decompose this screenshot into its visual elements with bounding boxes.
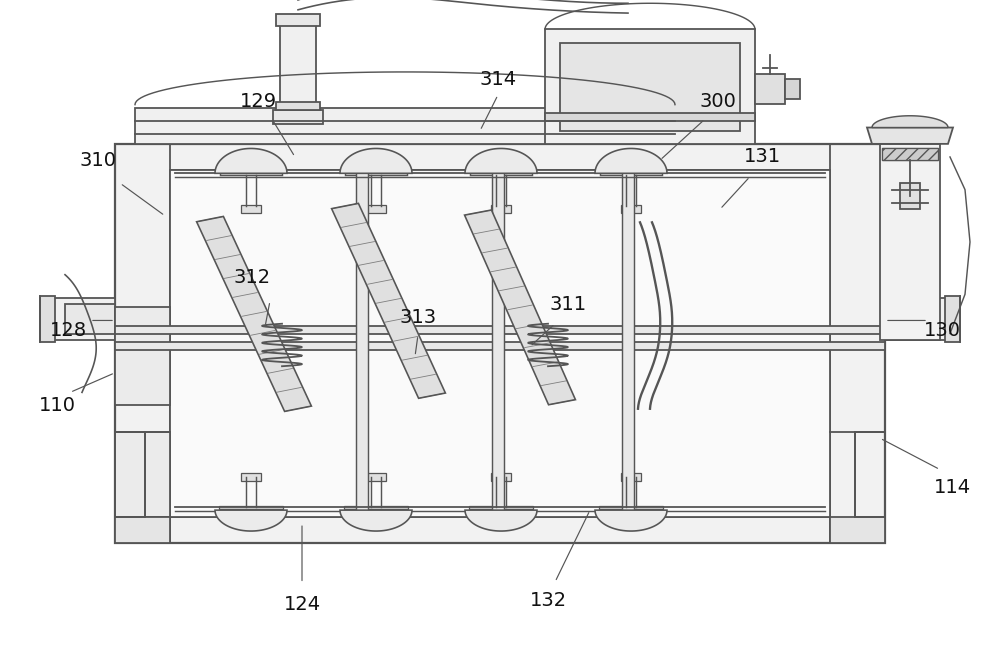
- Polygon shape: [215, 510, 287, 531]
- Bar: [600, 170, 662, 175]
- Bar: [115, 517, 885, 543]
- Bar: [280, 20, 316, 118]
- Polygon shape: [867, 128, 953, 144]
- Bar: [880, 144, 940, 340]
- Polygon shape: [465, 510, 537, 531]
- Bar: [115, 342, 885, 350]
- Bar: [170, 170, 830, 517]
- Bar: [50, 298, 115, 340]
- Bar: [219, 167, 283, 171]
- Polygon shape: [872, 116, 948, 128]
- Polygon shape: [332, 203, 445, 398]
- Polygon shape: [595, 510, 667, 531]
- Bar: [115, 307, 170, 405]
- Bar: [885, 304, 935, 334]
- Bar: [621, 205, 641, 213]
- Bar: [241, 205, 261, 213]
- Bar: [545, 113, 755, 121]
- Bar: [600, 507, 662, 512]
- Bar: [115, 144, 170, 543]
- Bar: [40, 296, 55, 342]
- Bar: [491, 205, 511, 213]
- Bar: [220, 170, 282, 175]
- Bar: [276, 14, 320, 26]
- Bar: [599, 506, 663, 509]
- Bar: [345, 170, 407, 175]
- Bar: [356, 170, 368, 517]
- Bar: [65, 304, 115, 334]
- Bar: [755, 75, 785, 104]
- Bar: [830, 517, 885, 543]
- Polygon shape: [197, 216, 311, 411]
- Bar: [115, 144, 885, 170]
- Bar: [622, 170, 634, 517]
- Bar: [366, 205, 386, 213]
- Bar: [470, 170, 532, 175]
- Text: 124: 124: [283, 595, 321, 615]
- Text: 132: 132: [529, 591, 567, 610]
- Polygon shape: [595, 148, 667, 173]
- Bar: [115, 517, 170, 543]
- Bar: [830, 144, 885, 543]
- Text: 131: 131: [743, 147, 781, 167]
- Bar: [115, 326, 885, 334]
- Bar: [115, 144, 885, 543]
- Polygon shape: [465, 210, 575, 405]
- Bar: [344, 506, 408, 509]
- Text: 114: 114: [933, 477, 971, 497]
- Bar: [599, 167, 663, 171]
- Text: 128: 128: [49, 320, 87, 340]
- Bar: [135, 108, 675, 144]
- Bar: [560, 43, 740, 131]
- Bar: [882, 148, 938, 160]
- Bar: [345, 507, 407, 512]
- Text: 314: 314: [479, 70, 517, 90]
- Bar: [491, 473, 511, 481]
- Bar: [545, 29, 755, 144]
- Bar: [855, 432, 885, 517]
- Text: 129: 129: [239, 92, 277, 111]
- Bar: [276, 102, 320, 110]
- Bar: [945, 296, 960, 342]
- Bar: [219, 506, 283, 509]
- Bar: [220, 507, 282, 512]
- Bar: [115, 432, 170, 517]
- Text: 311: 311: [549, 294, 587, 314]
- Text: 310: 310: [80, 150, 116, 170]
- Text: 110: 110: [38, 396, 76, 415]
- Bar: [882, 148, 938, 160]
- Bar: [273, 110, 323, 124]
- Bar: [241, 473, 261, 481]
- Bar: [115, 432, 145, 517]
- Polygon shape: [465, 148, 537, 173]
- Bar: [900, 183, 920, 209]
- Text: 130: 130: [924, 320, 960, 340]
- Text: 312: 312: [233, 268, 271, 288]
- Bar: [492, 170, 504, 517]
- Polygon shape: [215, 148, 287, 173]
- Bar: [469, 167, 533, 171]
- Polygon shape: [340, 148, 412, 173]
- Bar: [785, 79, 800, 99]
- Text: 300: 300: [700, 92, 736, 111]
- Bar: [469, 506, 533, 509]
- Polygon shape: [340, 510, 412, 531]
- Bar: [621, 473, 641, 481]
- Bar: [470, 507, 532, 512]
- Bar: [344, 167, 408, 171]
- Bar: [885, 298, 950, 340]
- Text: 313: 313: [399, 307, 437, 327]
- Bar: [366, 473, 386, 481]
